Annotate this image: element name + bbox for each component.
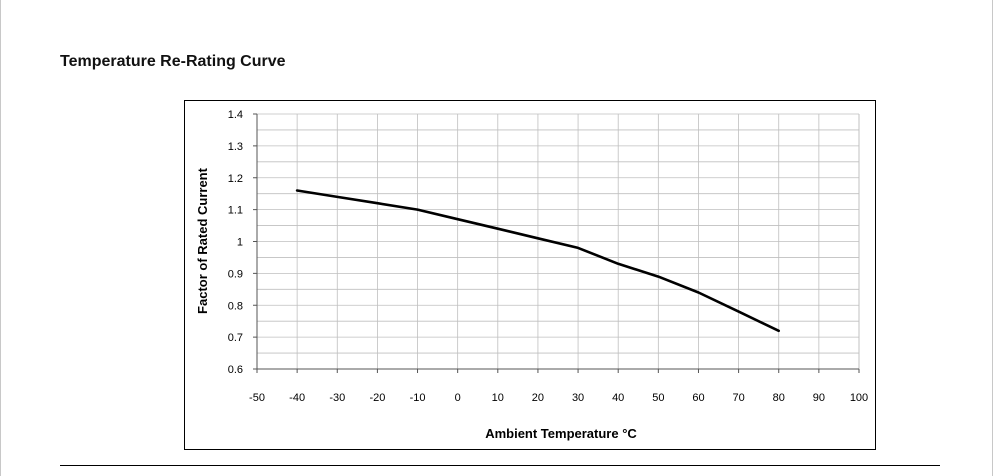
x-axis-title: Ambient Temperature °C [485, 426, 637, 441]
section-title: Temperature Re-Rating Curve [60, 53, 286, 70]
x-tick-label: 10 [492, 392, 504, 404]
x-tick-label: 50 [652, 392, 664, 404]
y-tick-label: 0.7 [228, 332, 243, 344]
series-line [295, 189, 781, 333]
y-axis-title: Factor of Rated Current [195, 167, 210, 314]
x-tick-label: 40 [612, 392, 624, 404]
x-tick-label: 20 [532, 392, 544, 404]
page-frame-left [0, 0, 1, 476]
page-frame-right [992, 0, 993, 476]
x-tick-label: -30 [329, 392, 345, 404]
label-layer: Ambient Temperature °C Factor of Rated C… [195, 109, 868, 441]
y-tick-label: 1.2 [228, 173, 243, 185]
axis-layer [253, 113, 860, 373]
y-tick-label: 0.8 [228, 300, 243, 312]
chart-frame [184, 100, 876, 450]
y-tick-label: 0.9 [228, 268, 243, 280]
x-tick-label: 80 [773, 392, 785, 404]
x-tick-label: 100 [850, 392, 868, 404]
y-tick-label: 1.3 [228, 141, 243, 153]
x-tick-label: -20 [369, 392, 385, 404]
x-tick-label: 90 [813, 392, 825, 404]
bottom-rule [60, 465, 940, 466]
y-tick-label: 1.4 [228, 109, 243, 121]
x-tick-label: 30 [572, 392, 584, 404]
x-tick-label: -10 [410, 392, 426, 404]
x-tick-label: 0 [455, 392, 461, 404]
y-tick-label: 1.1 [228, 205, 243, 217]
y-tick-label: 1 [237, 237, 243, 249]
x-tick-label: 60 [692, 392, 704, 404]
series-layer [295, 189, 781, 333]
y-tick-label: 0.6 [228, 364, 243, 376]
x-tick-label: -50 [249, 392, 265, 404]
x-tick-label: 70 [732, 392, 744, 404]
grid-layer [257, 113, 860, 369]
x-tick-label: -40 [289, 392, 305, 404]
